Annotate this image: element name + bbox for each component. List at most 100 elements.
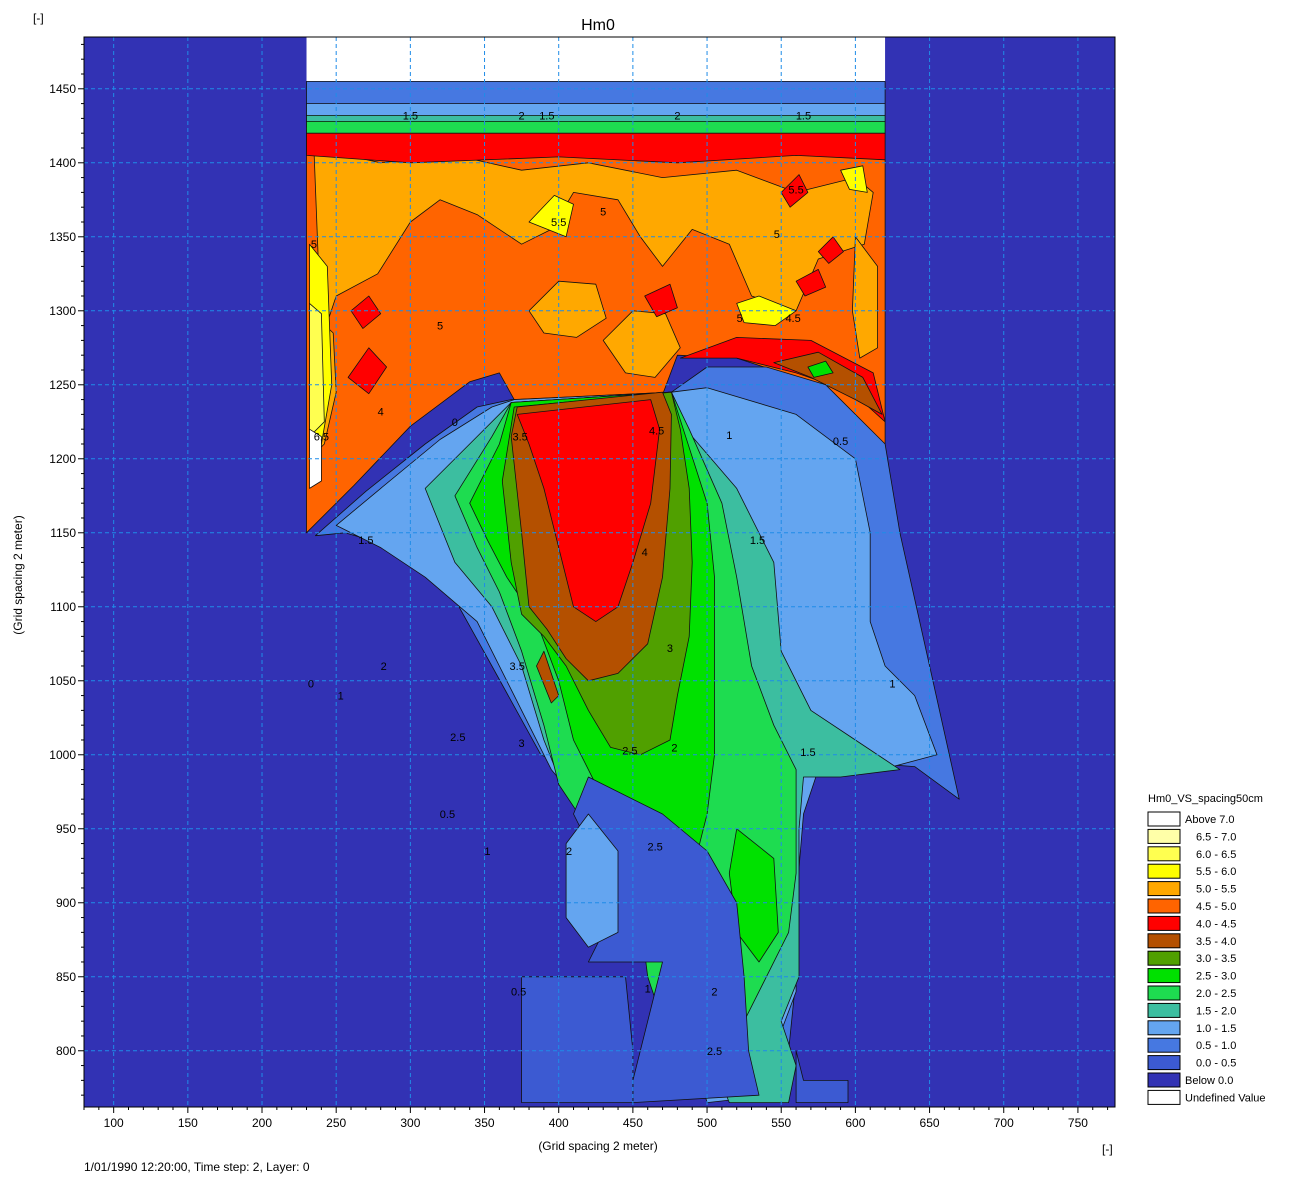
- y-tick-label: 1300: [49, 304, 76, 318]
- legend-swatch: [1147, 950, 1181, 966]
- contour-region: [679, 336, 886, 423]
- contour-label: 5: [737, 313, 743, 325]
- y-tick-label: 950: [56, 822, 76, 836]
- contour-label: 2: [566, 846, 572, 858]
- legend-swatch: [1147, 1020, 1181, 1036]
- contour-label: 0.5: [833, 436, 848, 448]
- contour-label: 2: [519, 110, 525, 122]
- x-tick-label: 600: [845, 1116, 865, 1130]
- legend-label: 6.5 - 7.0: [1196, 831, 1236, 843]
- contour-label: 1.5: [800, 747, 815, 759]
- contour-label: 2.5: [707, 1046, 722, 1058]
- contour-region: [644, 283, 678, 318]
- legend-swatch: [1147, 846, 1181, 862]
- undefined-value-region: [306, 37, 886, 82]
- contour-label: 4: [378, 406, 384, 418]
- legend-label: 2.0 - 2.5: [1196, 988, 1236, 1000]
- contour-label: 2.5: [450, 732, 465, 744]
- legend-swatch: [1147, 933, 1181, 949]
- x-tick-label: 200: [252, 1116, 272, 1130]
- y-tick-label: 1150: [50, 526, 76, 540]
- legend-label: 0.5 - 1.0: [1196, 1040, 1236, 1052]
- contour-label: 1: [484, 846, 490, 858]
- legend-label: 5.0 - 5.5: [1196, 884, 1236, 896]
- contour-region: [728, 828, 779, 963]
- legend-swatch: [1147, 1089, 1181, 1105]
- legend-label: 3.0 - 3.5: [1196, 953, 1236, 965]
- y-tick-label: 1250: [49, 378, 76, 392]
- contour-label: 0.5: [440, 809, 455, 821]
- contour-label: 4.5: [785, 313, 800, 325]
- legend-label: Above 7.0: [1185, 814, 1235, 826]
- legend-swatch: [1147, 1037, 1181, 1053]
- contour-label: 3.5: [510, 661, 525, 673]
- contour-region: [521, 976, 634, 1103]
- legend-label: 4.0 - 4.5: [1196, 918, 1236, 930]
- contour-region: [313, 147, 874, 341]
- contour-label: 5.5: [788, 184, 803, 196]
- y-tick-label: 1100: [50, 600, 76, 614]
- contour-label: 4.5: [649, 426, 664, 438]
- contour-region: [852, 236, 878, 359]
- contour-label: 3: [667, 643, 673, 655]
- contour-label: 0.5: [511, 987, 526, 999]
- contour-label: 5: [600, 207, 606, 219]
- y-tick-label: 1450: [49, 82, 76, 96]
- legend-label: 4.5 - 5.0: [1196, 901, 1236, 913]
- contour-label: 0: [308, 679, 314, 691]
- legend-swatch: [1147, 828, 1181, 844]
- contour-label: 2: [674, 110, 680, 122]
- legend-title: Hm0_VS_spacing50cm: [1148, 793, 1263, 805]
- contour-region: [565, 813, 619, 948]
- x-tick-label: 550: [771, 1116, 791, 1130]
- plot-frame: [83, 36, 1116, 1108]
- legend-swatch: [1147, 881, 1181, 897]
- contour-label: 1.5: [750, 535, 765, 547]
- y-unit-label: [-]: [33, 11, 44, 25]
- y-tick-label: 1400: [49, 156, 76, 170]
- contour-label: 2.5: [647, 842, 662, 854]
- x-tick-label: 650: [920, 1116, 940, 1130]
- contour-region: [795, 1050, 849, 1103]
- contour-region: [780, 174, 809, 208]
- chart-title: Hm0: [581, 17, 615, 34]
- legend-swatch: [1147, 1002, 1181, 1018]
- y-tick-label: 1350: [49, 230, 76, 244]
- legend-label: 6.0 - 6.5: [1196, 849, 1236, 861]
- x-tick-label: 700: [994, 1116, 1014, 1130]
- x-axis-label: (Grid spacing 2 meter): [538, 1139, 657, 1153]
- contour-label: 3.5: [512, 432, 527, 444]
- y-tick-label: 850: [56, 970, 76, 984]
- contour-label: 1: [889, 679, 895, 691]
- legend-label: 5.5 - 6.0: [1196, 866, 1236, 878]
- legend-swatch: [1147, 863, 1181, 879]
- contour-region: [528, 194, 574, 238]
- legend-swatch: [1147, 811, 1181, 827]
- x-tick-label: 150: [178, 1116, 198, 1130]
- y-tick-label: 1000: [49, 748, 76, 762]
- contour-label: 1: [645, 984, 651, 996]
- contour-label: 5: [437, 321, 443, 333]
- y-tick-label: 900: [56, 896, 76, 910]
- contour-region: [306, 121, 886, 134]
- contour-region: [516, 399, 660, 622]
- contour-label: 3: [519, 738, 525, 750]
- contour-label: 1.5: [796, 110, 811, 122]
- contour-label: 1.5: [403, 110, 418, 122]
- contour-region: [840, 165, 868, 193]
- contour-label: 2.5: [622, 745, 637, 757]
- x-tick-label: 250: [326, 1116, 346, 1130]
- legend: Hm0_VS_spacing50cm Above 7.0 6.5 - 7.0 6.0 …: [1147, 793, 1266, 1105]
- x-tick-label: 100: [104, 1116, 124, 1130]
- contour-label: 5: [774, 229, 780, 241]
- contour-label: 1.5: [358, 535, 373, 547]
- contour-label: 0: [452, 417, 458, 429]
- legend-label: 1.5 - 2.0: [1196, 1005, 1236, 1017]
- contour-region: [773, 351, 883, 415]
- contour-label: 2: [671, 742, 677, 754]
- legend-label: Below 0.0: [1185, 1075, 1233, 1087]
- x-unit-label: [-]: [1102, 1142, 1113, 1156]
- x-tick-label: 500: [697, 1116, 717, 1130]
- x-tick-label: 300: [400, 1116, 420, 1130]
